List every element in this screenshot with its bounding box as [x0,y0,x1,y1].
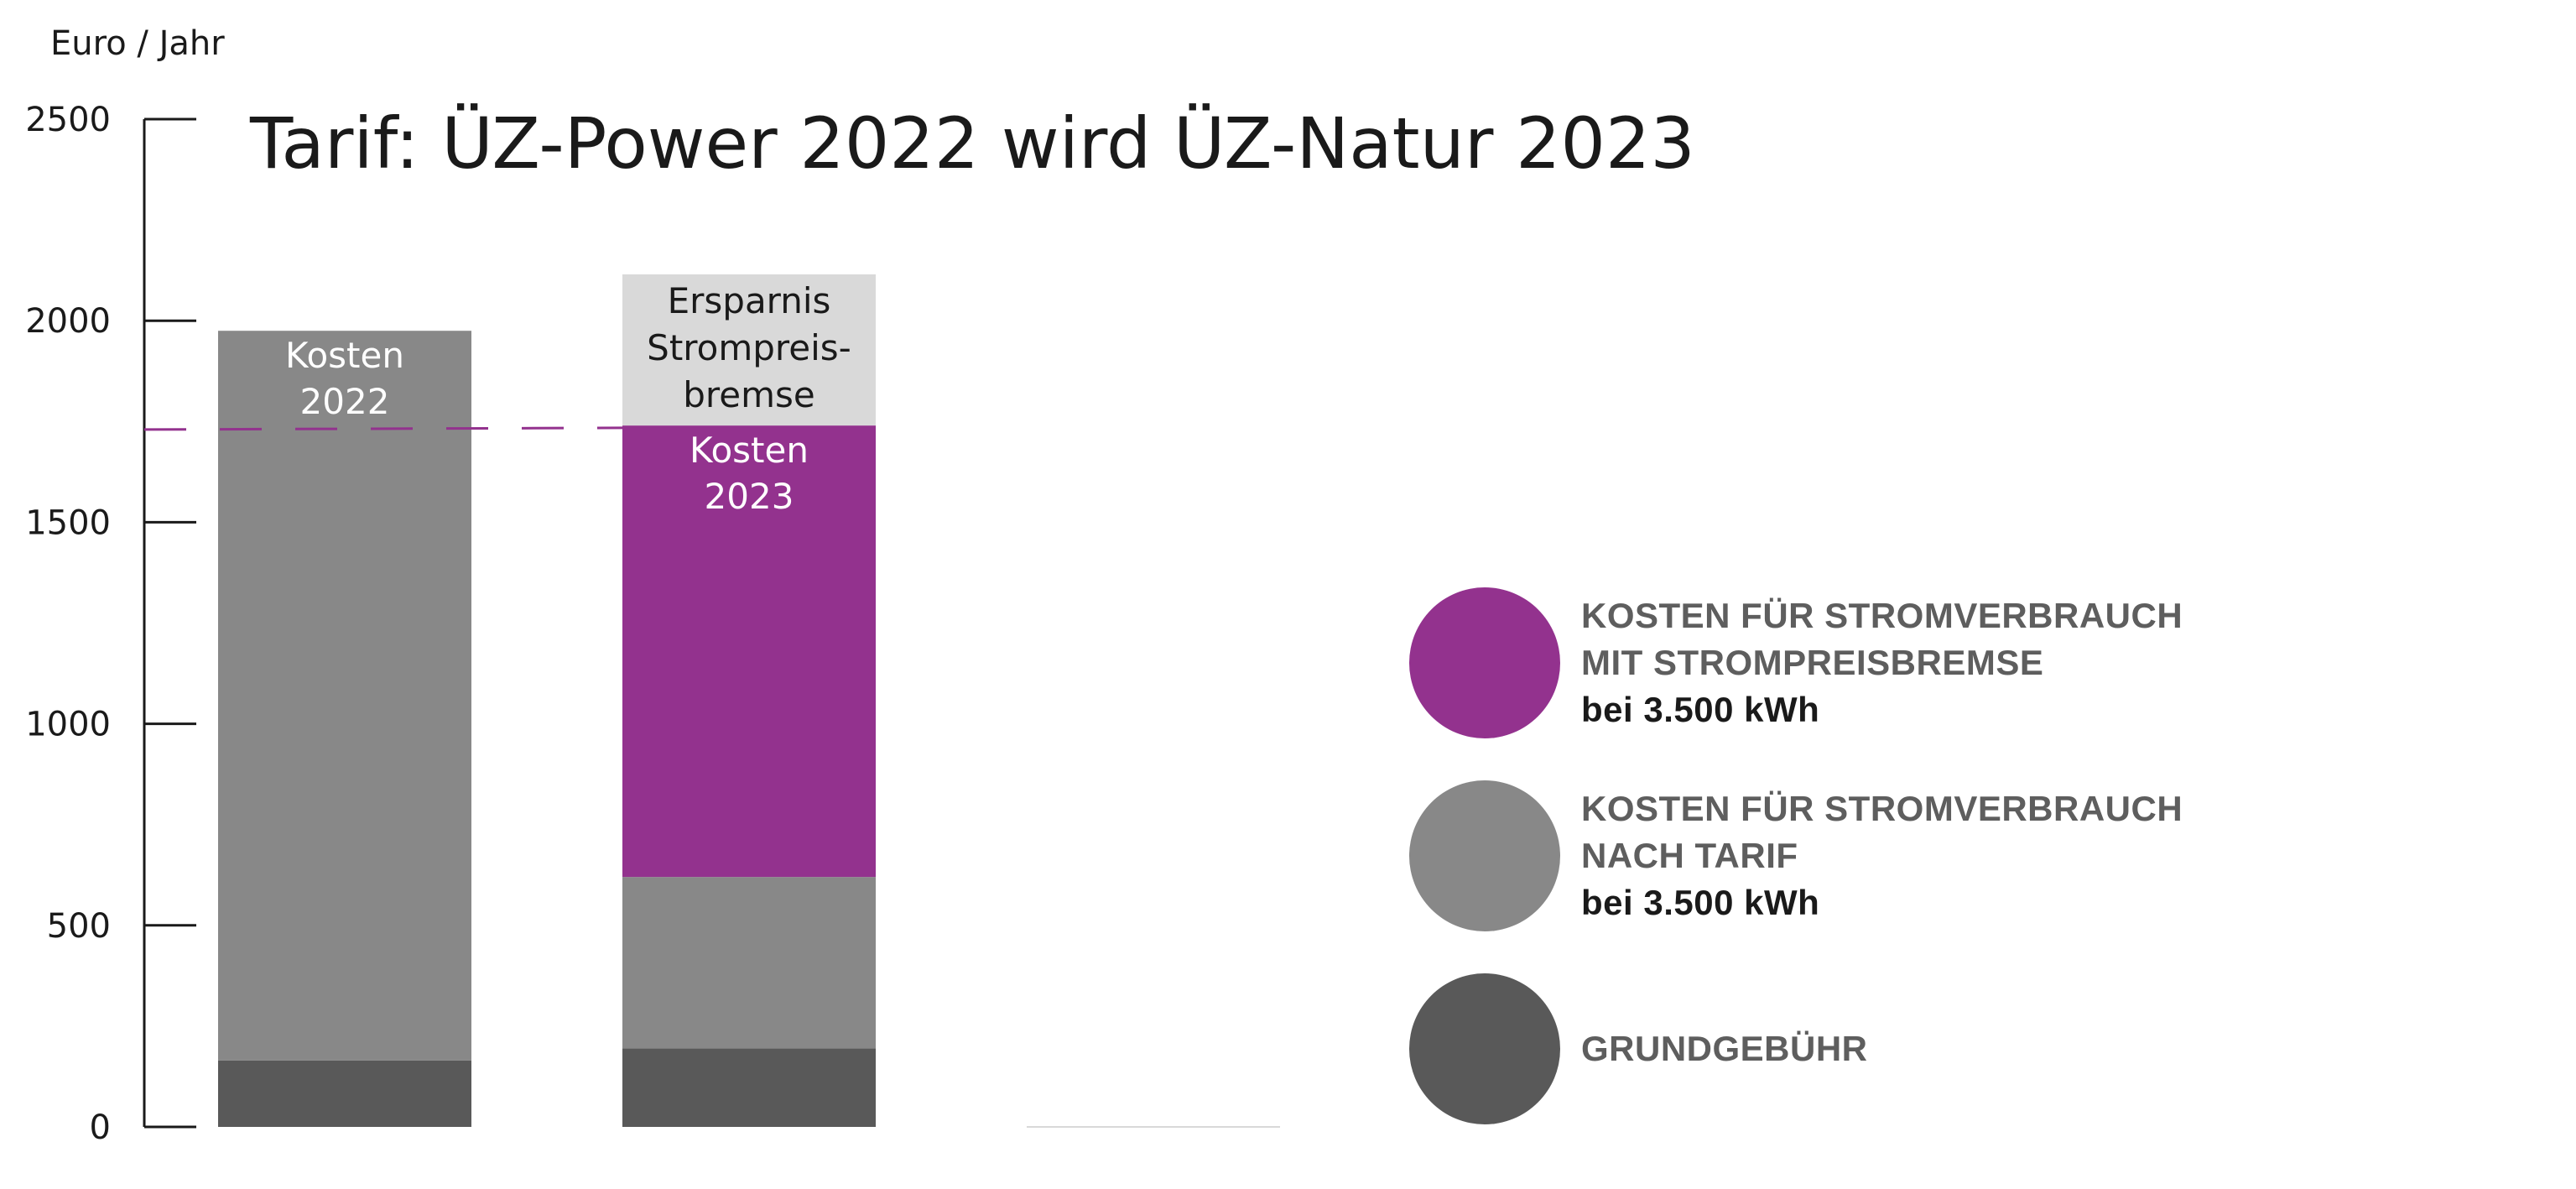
legend-item-grundgebuehr: GRUNDGEBÜHR [1409,973,2500,1124]
y-tick-label: 2500 [25,101,111,139]
y-tick-label: 500 [47,907,111,946]
y-axis: 0 500 1000 1500 2000 2500 [25,101,196,1147]
bar-segment-bremse [622,425,876,878]
bar-segment-tarif [218,331,471,1061]
legend-line: KOSTEN FÜR STROMVERBRAUCH [1581,596,2183,635]
legend-text: KOSTEN FÜR STROMVERBRAUCH NACH TARIF bei… [1581,780,2420,931]
bar-label: 2022 [300,381,390,422]
y-axis-unit-label: Euro / Jahr [50,24,225,63]
y-tick-label: 2000 [25,302,111,341]
chart-title: Tarif: ÜZ-Power 2022 wird ÜZ-Natur 2023 [249,102,1695,185]
legend-sub: bei 3.500 kWh [1581,883,1820,922]
legend-line: KOSTEN FÜR STROMVERBRAUCH [1581,789,2183,828]
legend-item-tarif: KOSTEN FÜR STROMVERBRAUCH NACH TARIF bei… [1409,780,2500,931]
bar-label: Kosten [690,430,809,471]
bar-labels: Kosten 2022 Ersparnis Strompreis-bremse Kost… [285,280,851,517]
legend: KOSTEN FÜR STROMVERBRAUCH MIT STROMPREIS… [1409,587,2500,1166]
bar-label: 2023 [705,476,794,517]
y-tick-label: 1500 [25,503,111,542]
legend-text: GRUNDGEBÜHR [1581,973,2420,1124]
legend-line: GRUNDGEBÜHR [1581,1029,1868,1068]
segment-label: bremse [683,374,814,415]
legend-swatch-purple [1409,587,1560,738]
legend-sub: bei 3.500 kWh [1581,690,1820,729]
reference-line-group [143,426,623,431]
bar-segment-grundgebuehr [218,1060,471,1127]
legend-swatch-dark [1409,973,1560,1124]
bars [218,274,1280,1128]
y-tick-label: 0 [90,1108,111,1147]
segment-label: Strompreis- [647,327,851,368]
y-tick-label: 1000 [25,706,111,744]
reference-line [143,426,623,431]
legend-text: KOSTEN FÜR STROMVERBRAUCH MIT STROMPREIS… [1581,587,2420,738]
legend-line: MIT STROMPREISBREMSE [1581,643,2044,682]
bar-segment-ersparnis [622,274,876,426]
legend-item-bremse: KOSTEN FÜR STROMVERBRAUCH MIT STROMPREIS… [1409,587,2500,738]
segment-label: Ersparnis [668,280,831,321]
legend-line: NACH TARIF [1581,836,1798,875]
bar-segment-tarif [622,877,876,1049]
legend-swatch-gray [1409,780,1560,931]
bar-label: Kosten [285,335,404,376]
bar-segment-grundgebuehr [622,1048,876,1127]
